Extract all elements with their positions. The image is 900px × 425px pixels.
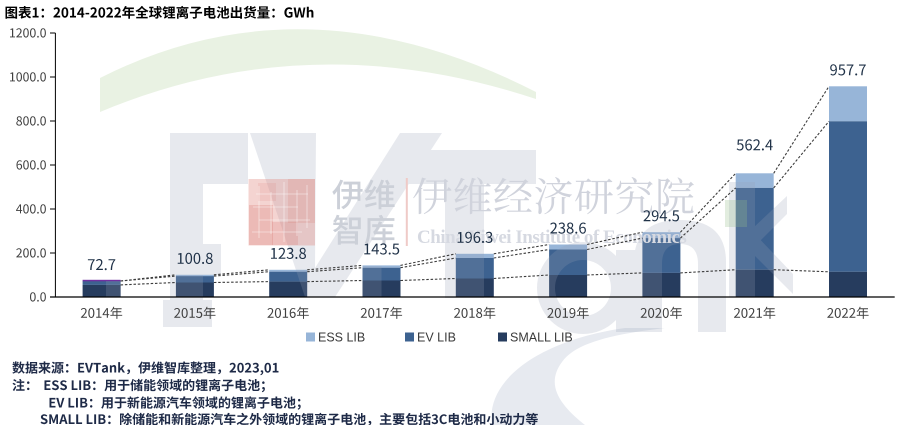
svg-text:EV LIB: EV LIB: [417, 331, 456, 345]
svg-text:ESS LIB: ESS LIB: [318, 331, 365, 345]
svg-text:SMALL LIB: SMALL LIB: [510, 331, 573, 345]
svg-text:China Yiwei Institute of Econo: China Yiwei Institute of Economics: [417, 227, 687, 248]
